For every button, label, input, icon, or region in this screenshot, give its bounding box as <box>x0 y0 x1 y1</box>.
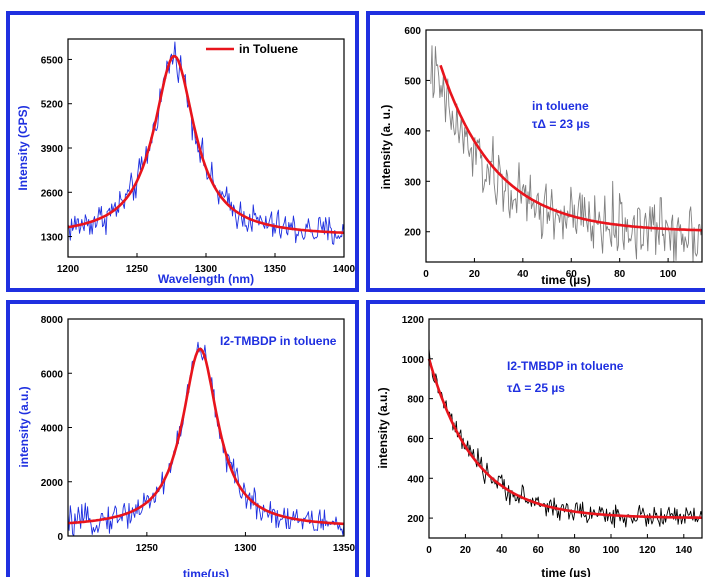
x-axis-title: time(µs) <box>183 567 229 577</box>
y-tick-label: 500 <box>404 76 421 87</box>
chart-decay-toluene: 0 20 40 60 80 100 200 300 400 500 600 in toluene τ… <box>379 26 703 287</box>
annotation-lifetime: τΔ = 23 µs <box>532 117 590 131</box>
y-tick-label: 400 <box>407 474 424 485</box>
y-tick-label: 600 <box>404 26 421 37</box>
chart-decay-i2-tmbdp: 0 20 40 60 80 100 120 140 200 400 600 800 1000 1200 I… <box>376 315 703 577</box>
y-tick-label: 8000 <box>41 315 64 326</box>
y-tick-label: 4000 <box>41 424 64 435</box>
x-tick-label: 1300 <box>195 264 218 275</box>
chart-panel-decay-i2-tmbdp: 0 20 40 60 80 100 120 140 200 400 600 800 1000 1200 I… <box>366 300 705 577</box>
plot-frame <box>425 29 703 263</box>
y-tick-label: 3900 <box>41 144 64 155</box>
data-trace <box>67 341 345 537</box>
annotation-compound: I2-TMBDP in toluene <box>220 334 337 348</box>
y-tick-label: 200 <box>407 514 424 525</box>
x-tick-label: 120 <box>639 545 656 556</box>
x-tick-label: 1200 <box>57 264 80 275</box>
x-axis-title: time (µs) <box>541 566 591 577</box>
y-tick-label: 6500 <box>41 55 64 66</box>
y-tick-label: 200 <box>404 228 421 239</box>
y-tick-label: 600 <box>407 434 424 445</box>
chart-panel-i2-tmbdp-spectrum: 1250 1300 1350 0 2000 4000 6000 8000 I2-TMBDP i… <box>6 300 359 577</box>
y-tick-label: 1200 <box>402 315 425 326</box>
x-tick-label: 100 <box>603 545 620 556</box>
y-tick-label: 1300 <box>41 233 64 244</box>
y-tick-label: 800 <box>407 395 424 406</box>
x-tick-label: 1300 <box>234 543 257 554</box>
chart-emission-spectrum: 1200 1250 1300 1350 1400 1300 2600 3900 5200 6500… <box>16 38 355 286</box>
plot-frame <box>428 318 703 539</box>
x-tick-label: 20 <box>460 545 472 556</box>
y-tick-label: 1000 <box>402 355 425 366</box>
data-trace <box>430 45 703 263</box>
x-tick-label: 1350 <box>333 543 355 554</box>
y-axis-title: Intensity (CPS) <box>16 105 30 190</box>
chart-panel-decay-toluene: 0 20 40 60 80 100 200 300 400 500 600 in toluene τ… <box>366 11 705 292</box>
fit-curve <box>427 358 702 519</box>
y-tick-label: 6000 <box>41 369 64 380</box>
fit-curve <box>439 64 702 232</box>
x-tick-label: 80 <box>614 269 626 280</box>
y-axis-title: intensity (a. u.) <box>379 105 393 190</box>
y-axis-title: intensity (a.u.) <box>376 387 390 468</box>
x-tick-label: 1250 <box>126 264 149 275</box>
fit-curve <box>67 54 345 235</box>
x-tick-label: 80 <box>569 545 581 556</box>
x-axis-title: time (µs) <box>541 273 591 287</box>
x-tick-label: 40 <box>517 269 529 280</box>
plot-frame <box>67 38 345 258</box>
annotation-compound: I2-TMBDP in toluene <box>507 359 624 373</box>
legend-label-in-toluene: in Toluene <box>239 42 298 56</box>
x-axis-title: Wavelength (nm) <box>158 272 254 286</box>
x-tick-label: 60 <box>533 545 545 556</box>
annotation-lifetime: τΔ = 25 µs <box>507 381 565 395</box>
y-tick-label: 2600 <box>41 188 64 199</box>
x-tick-label: 0 <box>426 545 432 556</box>
y-tick-label: 400 <box>404 127 421 138</box>
y-tick-label: 5200 <box>41 100 64 111</box>
x-tick-label: 60 <box>566 269 578 280</box>
y-tick-label: 0 <box>57 532 63 543</box>
y-tick-label: 2000 <box>41 478 64 489</box>
x-tick-label: 140 <box>675 545 692 556</box>
chart-panel-emission-spectrum: 1200 1250 1300 1350 1400 1300 2600 3900 5200 6500… <box>6 11 359 292</box>
x-tick-label: 1350 <box>264 264 287 275</box>
data-trace <box>428 348 703 528</box>
x-tick-label: 0 <box>423 269 429 280</box>
x-tick-label: 100 <box>660 269 677 280</box>
x-tick-label: 40 <box>496 545 508 556</box>
chart-i2-tmbdp-spectrum: 1250 1300 1350 0 2000 4000 6000 8000 I2-TMBDP i… <box>17 315 355 577</box>
x-tick-label: 1400 <box>333 264 355 275</box>
fit-curve <box>67 347 345 526</box>
x-tick-label: 20 <box>469 269 481 280</box>
annotation-solvent: in toluene <box>532 99 589 113</box>
x-tick-label: 1250 <box>136 543 159 554</box>
y-axis-title: intensity (a.u.) <box>17 386 31 467</box>
y-tick-label: 300 <box>404 177 421 188</box>
